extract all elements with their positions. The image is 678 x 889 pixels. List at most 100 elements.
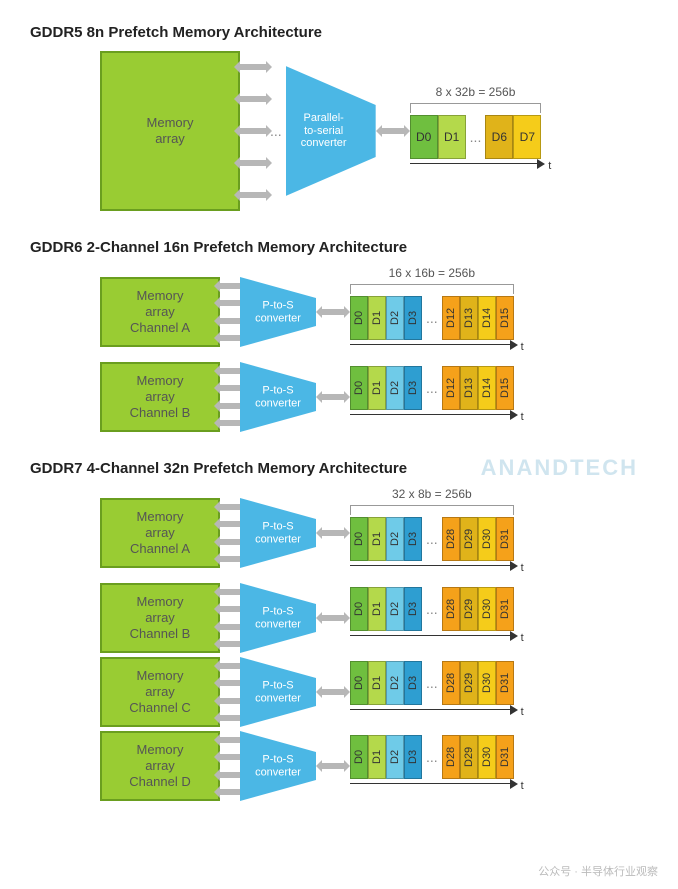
double-arrow-icon <box>220 641 240 647</box>
converter-label: P-to-S converter <box>248 679 308 704</box>
data-cell: D3 <box>404 296 422 340</box>
data-cell: D1 <box>368 296 386 340</box>
data-cell: D28 <box>442 661 460 705</box>
data-cells: D0D1D2D3...D12D13D14D15 <box>350 366 514 410</box>
data-cell: D14 <box>478 366 496 410</box>
data-burst: D0D1D2D3...D28D29D30D31t <box>350 661 514 723</box>
double-arrow-icon <box>220 772 240 778</box>
double-arrow-icon <box>220 385 240 391</box>
diagram: MemoryarrayChannel A P-to-S converter 16 x… <box>30 266 648 432</box>
diagram: Memoryarray... Parallel- to-serial conver… <box>30 51 648 211</box>
memory-array: MemoryarrayChannel D <box>100 731 220 801</box>
memory-label-line: Channel C <box>129 700 190 716</box>
data-cell: D29 <box>460 587 478 631</box>
data-cell: D3 <box>404 587 422 631</box>
double-arrow-icon <box>220 283 240 289</box>
data-cell: D0 <box>350 517 368 561</box>
data-cell: D30 <box>478 735 496 779</box>
arrow-group <box>220 657 240 727</box>
double-arrow-icon <box>240 96 266 102</box>
double-arrow-icon <box>322 689 344 695</box>
parallel-to-serial-converter: P-to-S converter <box>240 583 316 653</box>
memory-array: MemoryarrayChannel A <box>100 277 220 347</box>
arrow-group <box>220 731 240 801</box>
data-cells: D0D1D2D3...D28D29D30D31 <box>350 517 514 561</box>
memory-array: MemoryarrayChannel C <box>100 657 220 727</box>
memory-label-line: Memory <box>137 594 184 610</box>
double-arrow-icon <box>240 128 266 134</box>
double-arrow-icon <box>220 663 240 669</box>
ellipsis: ... <box>426 749 438 765</box>
double-arrow-icon <box>322 530 344 536</box>
data-cell: D12 <box>442 366 460 410</box>
memory-label-line: Channel A <box>130 320 190 336</box>
data-cell: D2 <box>386 366 404 410</box>
memory-array: Memoryarray <box>100 51 240 211</box>
data-cells: D0D1D2D3...D28D29D30D31 <box>350 735 514 779</box>
double-arrow-icon <box>220 318 240 324</box>
double-arrow-icon <box>220 539 240 545</box>
parallel-to-serial-converter: P-to-S converter <box>240 498 316 568</box>
data-cell: D0 <box>350 587 368 631</box>
data-cell: D0 <box>410 115 438 159</box>
double-arrow-icon <box>220 680 240 686</box>
data-cell: D0 <box>350 661 368 705</box>
double-arrow-icon <box>220 403 240 409</box>
double-arrow-icon <box>220 737 240 743</box>
data-cell: D6 <box>485 115 513 159</box>
data-cell: D12 <box>442 296 460 340</box>
data-cell: D13 <box>460 366 478 410</box>
data-cell: D1 <box>368 366 386 410</box>
data-cell: D29 <box>460 517 478 561</box>
time-axis: t <box>350 709 514 723</box>
data-cell: D28 <box>442 735 460 779</box>
brace-icon <box>410 103 542 113</box>
data-burst: D0D1D2D3...D28D29D30D31t <box>350 735 514 797</box>
converter-label: P-to-S converter <box>248 753 308 778</box>
channel-row: MemoryarrayChannel BP-to-S converterD0D1… <box>100 583 648 653</box>
memory-label-line: array <box>155 131 185 147</box>
data-cell: D7 <box>513 115 541 159</box>
converter-label: P-to-S converter <box>248 605 308 630</box>
burst-caption: 32 x 8b = 256b <box>350 487 514 501</box>
section-2: GDDR7 4-Channel 32n Prefetch Memory Arch… <box>30 460 648 801</box>
memory-label-line: Memory <box>137 668 184 684</box>
data-cell: D2 <box>386 735 404 779</box>
ellipsis: ... <box>426 310 438 326</box>
data-cell: D15 <box>496 296 514 340</box>
axis-label: t <box>521 632 524 644</box>
memory-label-line: Memory <box>137 288 184 304</box>
data-cell: D2 <box>386 517 404 561</box>
converter-label: Parallel- to-serial converter <box>294 112 354 150</box>
data-burst: 16 x 16b = 256bD0D1D2D3...D12D13D14D15t <box>350 266 514 358</box>
burst-caption: 16 x 16b = 256b <box>350 266 514 280</box>
data-cells: D0D1D2D3...D28D29D30D31 <box>350 587 514 631</box>
ellipsis: ... <box>426 601 438 617</box>
axis-label: t <box>548 160 551 172</box>
memory-label-line: Channel A <box>130 541 190 557</box>
double-arrow-icon <box>322 615 344 621</box>
channel-row: MemoryarrayChannel A P-to-S converter 16 x… <box>100 266 648 358</box>
section-title: GDDR5 8n Prefetch Memory Architecture <box>30 24 648 41</box>
ellipsis: ... <box>470 129 482 145</box>
data-cell: D1 <box>368 517 386 561</box>
data-cell: D2 <box>386 587 404 631</box>
memory-label-line: Memory <box>137 742 184 758</box>
memory-label-line: array <box>145 610 175 626</box>
ellipsis: ... <box>426 380 438 396</box>
memory-label-line: Channel B <box>130 405 191 421</box>
data-cell: D1 <box>368 735 386 779</box>
double-arrow-icon <box>220 368 240 374</box>
channel-row: MemoryarrayChannel BP-to-S converterD0D1… <box>100 362 648 432</box>
double-arrow-icon <box>220 789 240 795</box>
double-arrow-icon <box>220 521 240 527</box>
double-arrow-icon <box>322 763 344 769</box>
converter-label: P-to-S converter <box>248 299 308 324</box>
memory-array: MemoryarrayChannel A <box>100 498 220 568</box>
parallel-to-serial-converter: P-to-S converter <box>240 362 316 432</box>
data-cell: D0 <box>350 296 368 340</box>
channel-row: MemoryarrayChannel C P-to-S converter D0D1… <box>100 657 648 727</box>
data-cell: D30 <box>478 517 496 561</box>
parallel-to-serial-converter: P-to-S converter <box>240 731 316 801</box>
double-arrow-icon <box>220 715 240 721</box>
